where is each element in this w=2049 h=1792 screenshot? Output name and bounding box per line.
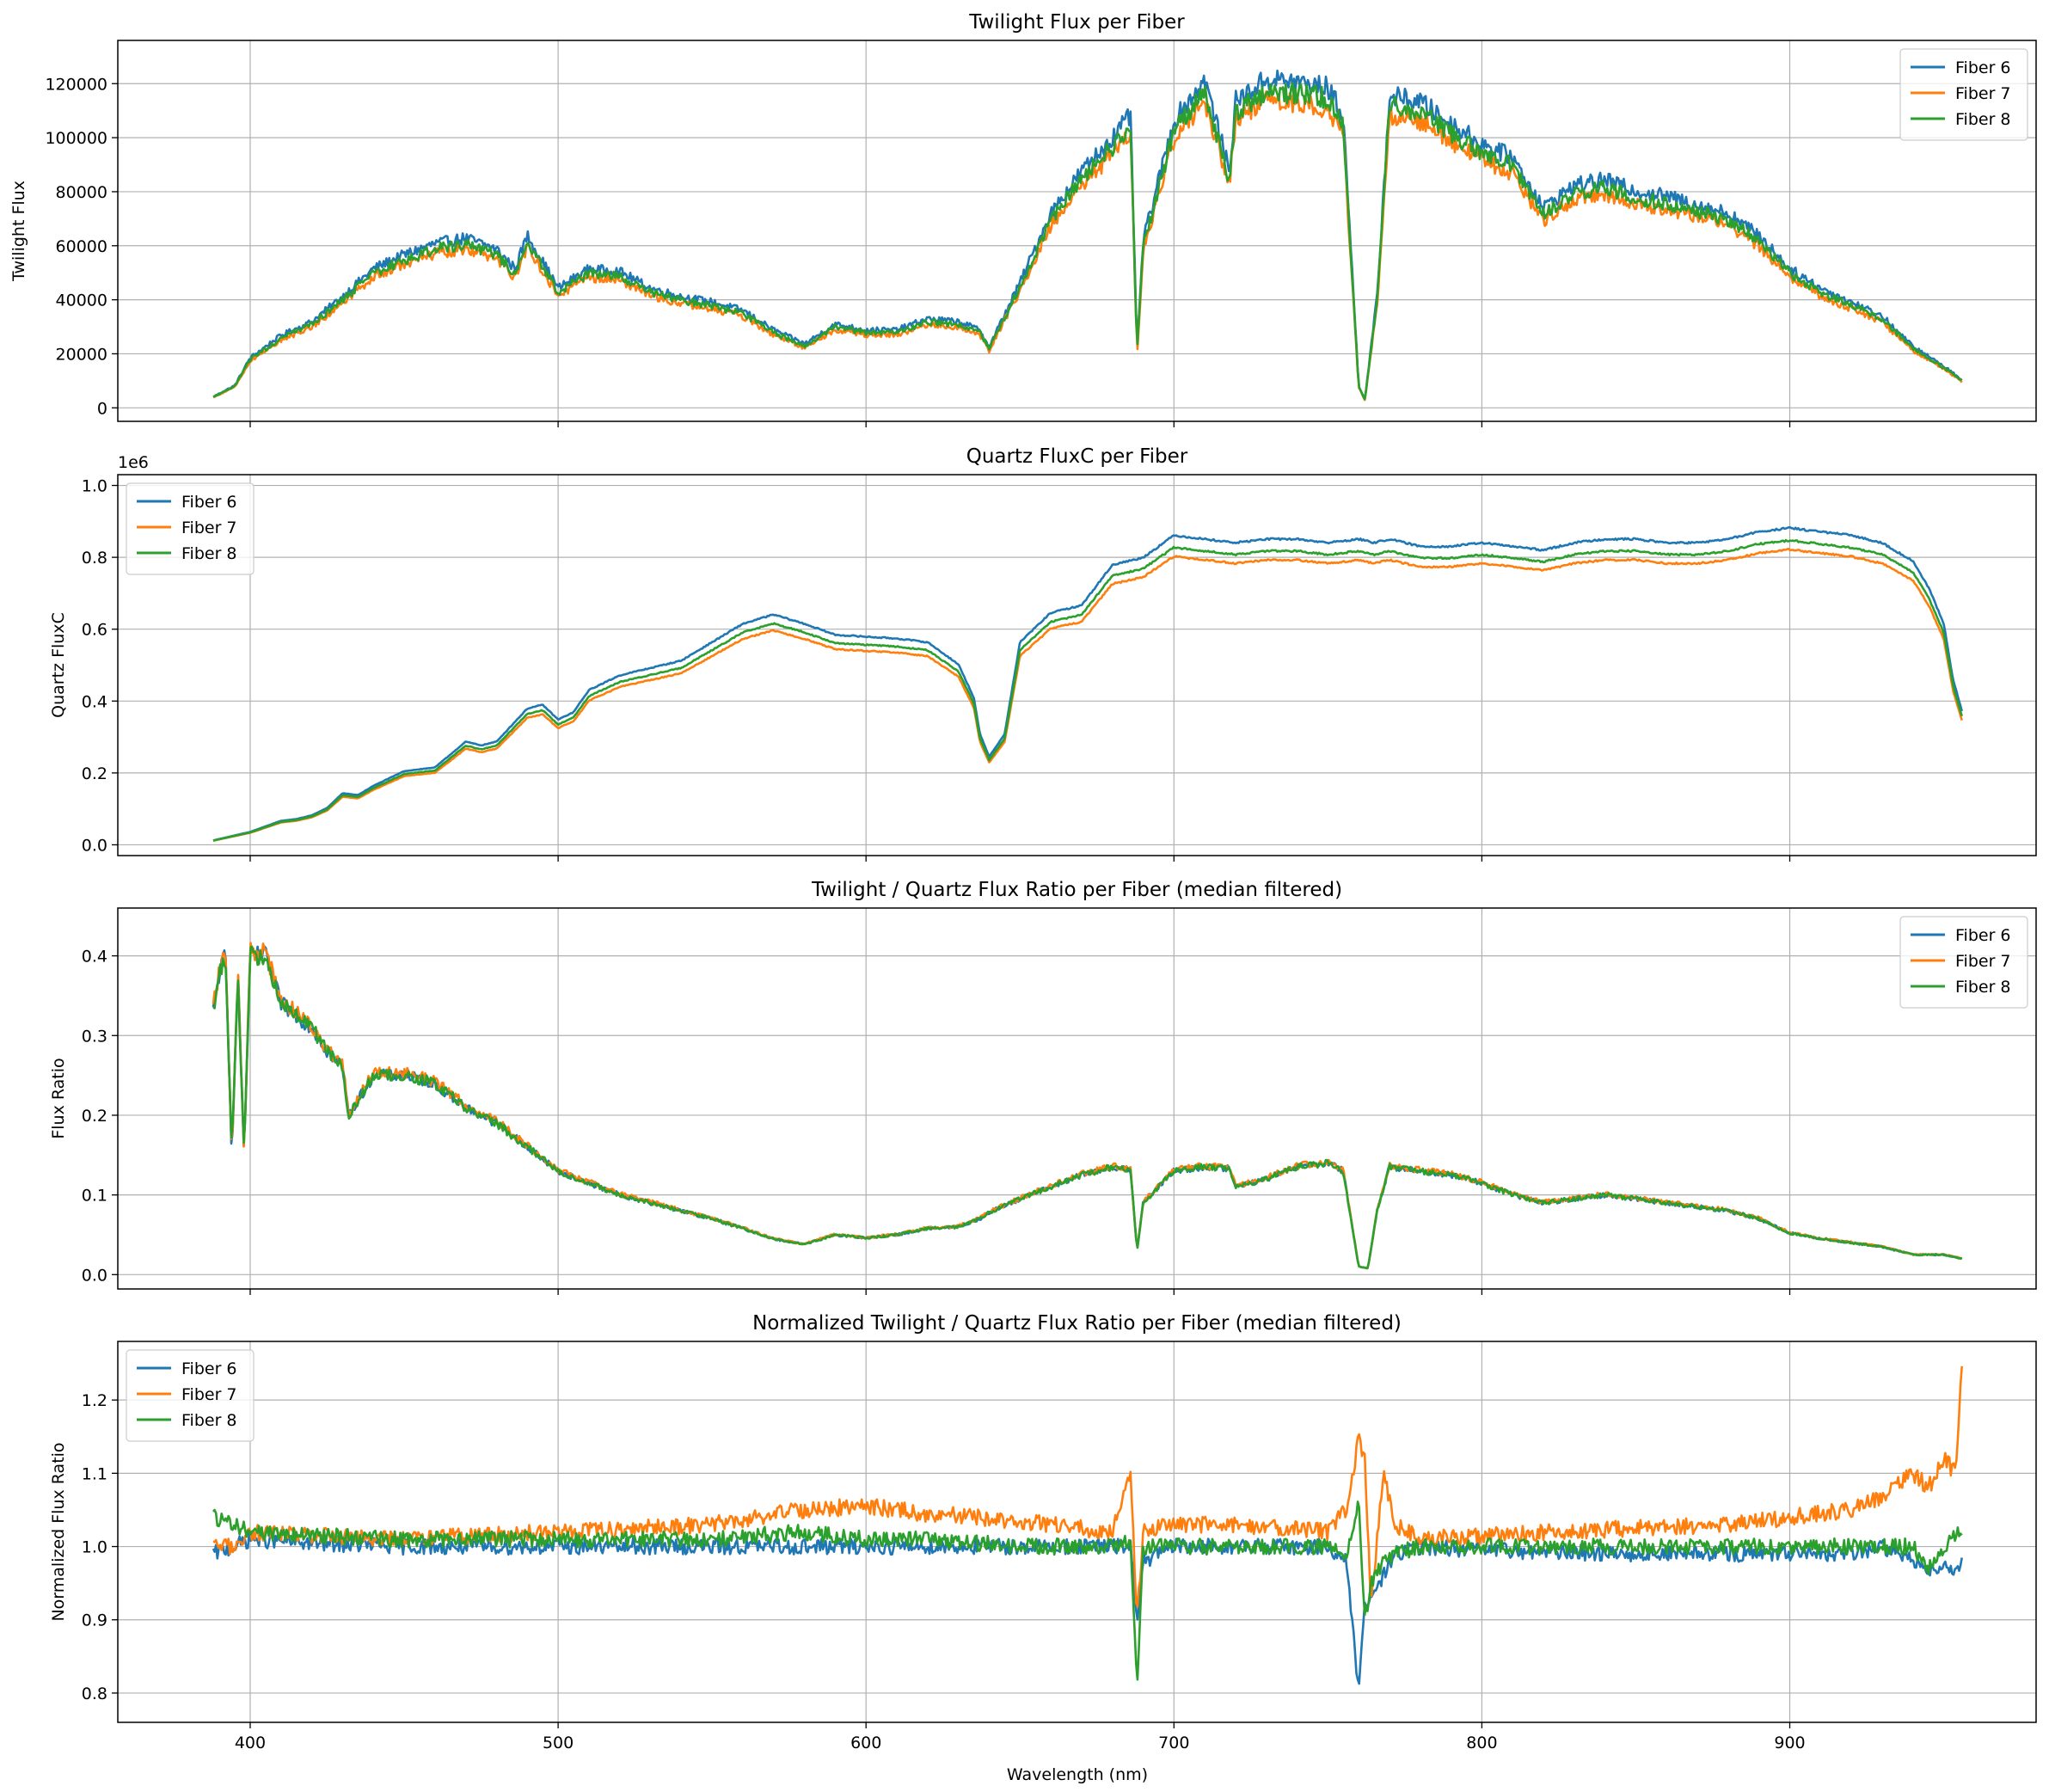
series-layer <box>212 1365 1963 1685</box>
x-tick-label: 900 <box>1774 1734 1805 1752</box>
y-tick-label: 60000 <box>56 237 107 256</box>
plot-area <box>118 1341 2036 1722</box>
legend-label: Fiber 6 <box>1955 926 2011 945</box>
legend-label: Fiber 7 <box>181 1385 237 1404</box>
y-tick-label: 0.0 <box>82 1266 107 1285</box>
panel-title: Normalized Twilight / Quartz Flux Ratio … <box>752 1312 1402 1335</box>
y-tick-label: 1.0 <box>82 477 107 496</box>
legend: Fiber 6 Fiber 7 Fiber 8 <box>1899 48 2028 141</box>
x-tick-label: 500 <box>543 1734 574 1752</box>
series-layer <box>212 525 1963 842</box>
y-tick-label: 20000 <box>56 345 107 364</box>
series-layer <box>212 942 1963 1270</box>
series-line-fiber-8 <box>212 82 1963 401</box>
y-tick-label: 100000 <box>45 129 107 148</box>
y-tick-label: 1.0 <box>82 1538 107 1557</box>
x-tick-label: 400 <box>235 1734 266 1752</box>
y-tick-label: 120000 <box>45 75 107 94</box>
legend-label: Fiber 8 <box>181 1411 237 1430</box>
panel-title: Quartz FluxC per Fiber <box>966 445 1188 468</box>
panel-3: 0.0 0.1 0.2 0.3 0.4 Twilight / Quartz Flux Ra… <box>49 879 2037 1295</box>
y-axis-label: Flux Ratio <box>49 1058 68 1138</box>
series-line-fiber-7 <box>212 548 1963 842</box>
panel-1: 0 20000 40000 60000 80000 100000 120000 Twiligh… <box>9 11 2037 427</box>
series-line-fiber-6 <box>212 525 1963 842</box>
y-tick-label: 0.4 <box>82 692 107 711</box>
legend-label: Fiber 7 <box>181 519 237 537</box>
legend-label: Fiber 6 <box>1955 58 2011 77</box>
plot-area <box>118 475 2036 856</box>
y-tick-label: 0.9 <box>82 1611 107 1630</box>
plot-area <box>118 908 2036 1289</box>
y-axis-label: Quartz FluxC <box>49 612 68 718</box>
x-axis-label: Wavelength (nm) <box>1007 1765 1148 1784</box>
panel-title: Twilight / Quartz Flux Ratio per Fiber (… <box>811 879 1342 901</box>
legend-label: Fiber 7 <box>1955 952 2011 971</box>
x-tick-label: 700 <box>1158 1734 1189 1752</box>
legend-label: Fiber 6 <box>181 1359 237 1378</box>
legend-label: Fiber 8 <box>1955 110 2011 129</box>
series-layer <box>212 69 1963 402</box>
series-line-fiber-8 <box>212 1500 1963 1681</box>
legend-label: Fiber 8 <box>181 544 237 563</box>
y-tick-label: 1.1 <box>82 1464 107 1483</box>
y-tick-label: 0.6 <box>82 621 107 640</box>
axes-frame <box>117 474 2037 856</box>
series-line-fiber-8 <box>212 538 1963 842</box>
panel-title: Twilight Flux per Fiber <box>968 11 1185 34</box>
panel-4: 400 500 600 700 800 900 0.8 0.9 1.0 1.1 1.2 Normali… <box>49 1312 2037 1752</box>
y-tick-label: 0.4 <box>82 948 107 967</box>
y-axis-label: Twilight Flux <box>9 181 28 282</box>
axes-frame <box>117 1341 2037 1723</box>
y-offset-text: 1e6 <box>118 453 149 472</box>
y-axis-label: Normalized Flux Ratio <box>49 1442 68 1621</box>
legend-label: Fiber 8 <box>1955 978 2011 997</box>
series-line-fiber-6 <box>212 69 1963 401</box>
axes-frame <box>117 907 2037 1290</box>
y-tick-label: 0.1 <box>82 1187 107 1206</box>
panel-2: 0.0 0.2 0.4 0.6 0.8 1.0 1e6 Quartz FluxC per Fi… <box>49 445 2037 862</box>
legend: Fiber 6 Fiber 7 Fiber 8 <box>126 482 255 575</box>
panels-layer: 0 20000 40000 60000 80000 100000 120000 Twiligh… <box>9 11 2037 1752</box>
y-tick-label: 40000 <box>56 292 107 310</box>
y-tick-label: 0 <box>97 399 107 418</box>
y-tick-label: 1.2 <box>82 1391 107 1410</box>
legend-label: Fiber 6 <box>181 493 237 512</box>
y-tick-label: 0.0 <box>82 836 107 855</box>
y-tick-label: 80000 <box>56 183 107 202</box>
plot-area <box>118 40 2036 421</box>
legend: Fiber 6 Fiber 7 Fiber 8 <box>126 1349 255 1442</box>
y-tick-label: 0.2 <box>82 1107 107 1126</box>
series-line-fiber-8 <box>212 945 1963 1269</box>
y-tick-label: 0.2 <box>82 764 107 783</box>
y-tick-label: 0.8 <box>82 1685 107 1703</box>
x-tick-label: 600 <box>850 1734 881 1752</box>
axes-frame <box>117 40 2037 422</box>
x-tick-label: 800 <box>1466 1734 1497 1752</box>
legend: Fiber 6 Fiber 7 Fiber 8 <box>1899 916 2028 1009</box>
legend-label: Fiber 7 <box>1955 84 2011 103</box>
y-tick-label: 0.3 <box>82 1027 107 1046</box>
y-tick-label: 0.8 <box>82 549 107 568</box>
